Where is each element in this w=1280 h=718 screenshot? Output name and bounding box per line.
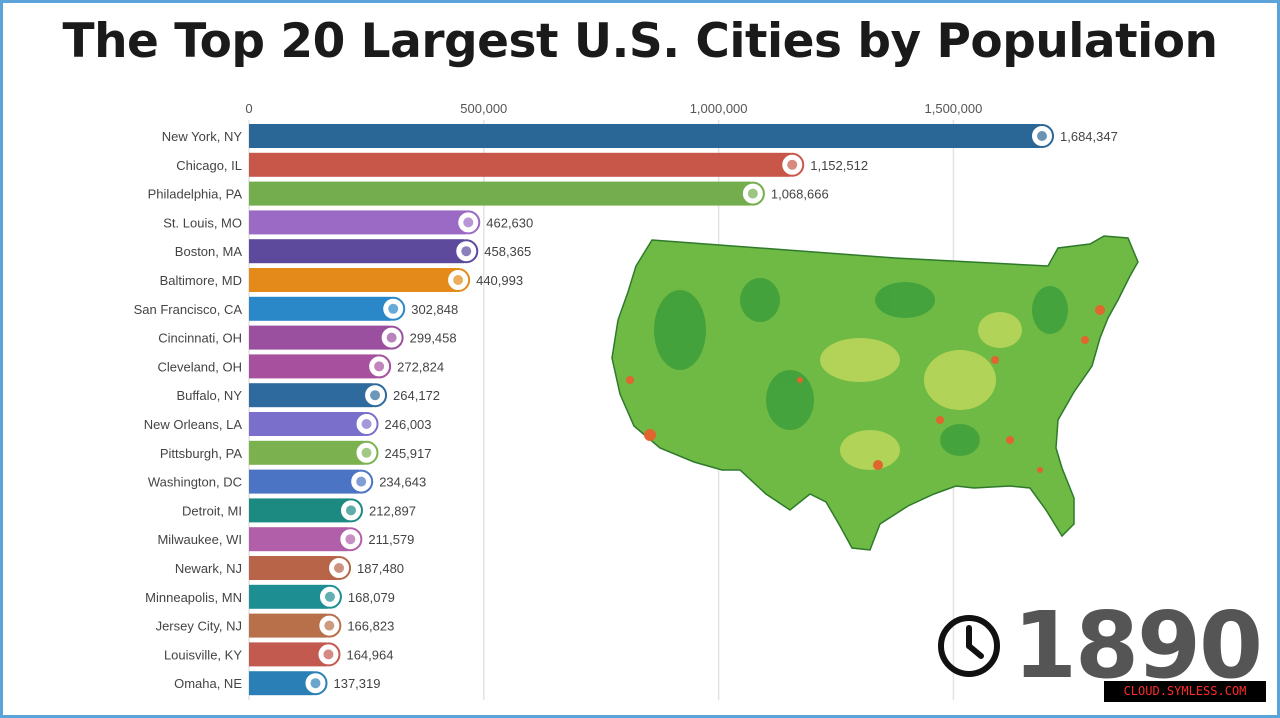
city-flag-emblem bbox=[345, 534, 356, 545]
value-label: 168,079 bbox=[348, 590, 395, 605]
category-label: Louisville, KY bbox=[164, 647, 242, 662]
value-label: 1,068,666 bbox=[771, 187, 829, 202]
category-labels: New York, NY Chicago, IL Philadelphia, PA S… bbox=[134, 129, 243, 691]
value-label: 246,003 bbox=[385, 417, 432, 432]
category-label: St. Louis, MO bbox=[163, 215, 242, 230]
city-flag-emblem bbox=[461, 246, 472, 257]
us-map bbox=[611, 235, 1139, 551]
bar bbox=[249, 440, 365, 465]
category-label: Cincinnati, OH bbox=[158, 331, 242, 346]
chart-title: The Top 20 Largest U.S. Cities by Popula… bbox=[62, 14, 1218, 69]
category-label: Chicago, IL bbox=[176, 158, 242, 173]
x-axis-ticks: 0 500,000 1,000,000 1,500,000 bbox=[245, 101, 982, 116]
value-label: 164,964 bbox=[346, 647, 393, 662]
category-label: Cleveland, OH bbox=[157, 359, 242, 374]
us-map-shape bbox=[611, 235, 1139, 551]
value-label: 462,630 bbox=[486, 215, 533, 230]
x-tick-label: 1,500,000 bbox=[925, 101, 983, 116]
value-label: 212,897 bbox=[369, 503, 416, 518]
bar bbox=[249, 210, 467, 235]
value-label: 137,319 bbox=[333, 676, 380, 691]
value-label: 245,917 bbox=[384, 446, 431, 461]
value-label: 1,684,347 bbox=[1060, 129, 1118, 144]
bar bbox=[249, 584, 328, 609]
category-label: San Francisco, CA bbox=[134, 302, 243, 317]
category-label: New York, NY bbox=[162, 129, 243, 144]
value-label: 187,480 bbox=[357, 561, 404, 576]
category-label: Philadelphia, PA bbox=[148, 187, 243, 202]
bar bbox=[249, 383, 374, 408]
clock-icon bbox=[938, 615, 1000, 677]
bar bbox=[249, 527, 349, 552]
bar bbox=[249, 469, 360, 494]
city-flag-emblem bbox=[323, 649, 334, 660]
bar bbox=[249, 498, 349, 523]
bar bbox=[249, 556, 338, 580]
category-label: Newark, NJ bbox=[175, 561, 242, 576]
city-flag-emblem bbox=[361, 419, 372, 429]
category-label: Minneapolis, MN bbox=[145, 590, 242, 605]
city-flag-emblem bbox=[388, 303, 399, 314]
city-flag-emblem bbox=[324, 620, 335, 631]
bar bbox=[249, 152, 791, 177]
city-flag-emblem bbox=[324, 591, 335, 602]
category-label: Buffalo, NY bbox=[176, 388, 242, 403]
bar bbox=[249, 325, 390, 350]
city-flag-emblem bbox=[334, 563, 345, 573]
city-flag-emblem bbox=[356, 476, 367, 487]
x-tick-label: 1,000,000 bbox=[690, 101, 748, 116]
value-label: 272,824 bbox=[397, 359, 444, 374]
city-flag-emblem bbox=[361, 447, 372, 458]
city-flag-emblem bbox=[1037, 131, 1047, 141]
bar bbox=[249, 613, 328, 638]
bar bbox=[249, 296, 392, 321]
city-flag-emblem bbox=[370, 390, 381, 401]
city-flag-emblem bbox=[463, 217, 474, 228]
value-label: 299,458 bbox=[410, 331, 457, 346]
city-flag-emblem bbox=[345, 505, 356, 516]
city-flag-emblem bbox=[386, 332, 397, 343]
bar bbox=[249, 671, 314, 696]
category-label: Milwaukee, WI bbox=[157, 532, 242, 547]
bar bbox=[249, 124, 1040, 148]
watermark: CLOUD.SYMLESS.COM bbox=[1104, 681, 1266, 702]
value-label: 1,152,512 bbox=[810, 158, 868, 173]
bars bbox=[249, 124, 1054, 696]
category-label: Pittsburgh, PA bbox=[160, 446, 242, 461]
value-label: 264,172 bbox=[393, 388, 440, 403]
value-label: 166,823 bbox=[347, 619, 394, 634]
category-label: Boston, MA bbox=[175, 244, 243, 259]
value-label: 234,643 bbox=[379, 475, 426, 490]
category-label: Omaha, NE bbox=[174, 676, 242, 691]
value-label: 458,365 bbox=[484, 244, 531, 259]
city-flag-emblem bbox=[310, 678, 321, 689]
x-tick-label: 0 bbox=[245, 101, 252, 116]
bar bbox=[249, 239, 465, 264]
category-label: Washington, DC bbox=[148, 475, 242, 490]
city-flag-emblem bbox=[374, 361, 385, 372]
value-label: 302,848 bbox=[411, 302, 458, 317]
value-label: 211,579 bbox=[368, 532, 414, 547]
bar bbox=[249, 268, 457, 292]
bar bbox=[249, 181, 751, 206]
bar bbox=[249, 354, 378, 379]
category-label: New Orleans, LA bbox=[144, 417, 243, 432]
category-label: Detroit, MI bbox=[182, 503, 242, 518]
category-label: Baltimore, MD bbox=[160, 273, 242, 288]
bar bbox=[249, 642, 327, 667]
city-flag-emblem bbox=[747, 188, 758, 199]
city-flag-emblem bbox=[787, 159, 798, 170]
x-tick-label: 500,000 bbox=[460, 101, 507, 116]
city-flag-emblem bbox=[453, 275, 464, 285]
value-label: 440,993 bbox=[476, 273, 523, 288]
category-label: Jersey City, NJ bbox=[156, 619, 242, 634]
bar bbox=[249, 412, 365, 436]
value-labels: 1,684,347 1,152,512 1,068,666 462,630 458,36… bbox=[333, 129, 1117, 691]
